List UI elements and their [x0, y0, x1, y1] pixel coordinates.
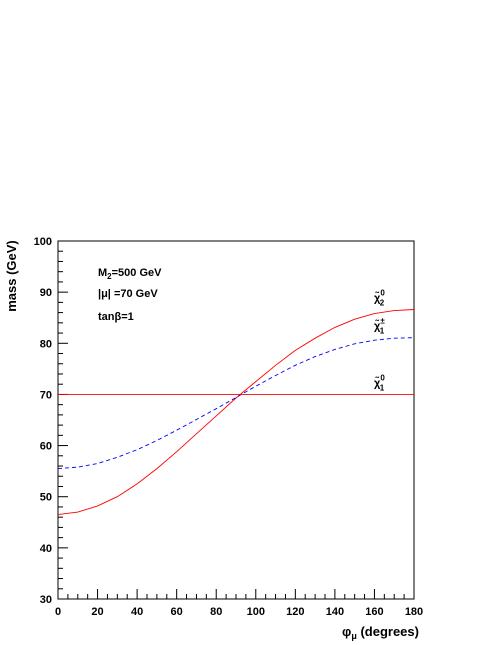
annotation-tanb: tanβ=1: [98, 311, 134, 323]
x-tick-label: 60: [171, 606, 183, 618]
y-tick-label: 100: [34, 236, 52, 248]
x-tick-label: 0: [55, 606, 61, 618]
neutralino-2-curve: [57, 309, 415, 516]
x-tick-label: 100: [247, 606, 265, 618]
y-tick-label: 90: [40, 287, 52, 299]
annotation-mu: |μ| =70 GeV: [98, 288, 158, 300]
annotation-m2-sub: 2: [107, 272, 112, 281]
annotation-m2: M2=500 GeV: [98, 267, 162, 281]
x-tick-label: 40: [131, 606, 143, 618]
series-label-sup: 0: [380, 289, 385, 298]
x-tick-label: 160: [365, 606, 383, 618]
x-tick-label: 20: [91, 606, 103, 618]
series-label-sub: 2: [380, 299, 385, 308]
y-tick-label: 50: [40, 492, 52, 504]
curves: [57, 309, 415, 516]
series-label-sub: 1: [380, 327, 385, 336]
y-axis-label: mass (GeV): [4, 240, 19, 312]
x-axis-label: φμ (degrees): [342, 624, 419, 641]
y-tick-label: 30: [40, 594, 52, 606]
x-tick-label: 140: [326, 606, 344, 618]
tick-labels: 0 20 40 60 80 100 120 140 160 1803040506070809010…: [34, 236, 424, 618]
ticks: [57, 240, 415, 600]
series-label-main: χ̃: [374, 376, 381, 389]
y-tick-label: 70: [40, 389, 52, 401]
annotation-m2-main: M: [98, 267, 107, 279]
y-tick-label: 60: [40, 441, 52, 453]
x-axis-label-sub: μ: [351, 631, 357, 641]
series-label-sup: ±: [380, 317, 385, 326]
series-label-main: χ̃: [374, 320, 381, 333]
x-axis-label-main: φ: [342, 624, 351, 639]
neutralino-2-label: χ̃0 2: [374, 289, 385, 308]
chargino-1-label: χ̃± 1: [374, 317, 385, 336]
series-label-sup: 0: [380, 373, 385, 382]
neutralino-1-label: χ̃0 1: [374, 373, 385, 392]
curve-labels: χ̃0 2χ̃± 1χ̃0 1: [374, 289, 385, 393]
series-label-sub: 1: [380, 383, 385, 392]
x-tick-label: 80: [210, 606, 222, 618]
x-tick-label: 180: [405, 606, 423, 618]
x-axis-label-tail: (degrees): [357, 624, 419, 639]
series-label-main: χ̃: [374, 292, 381, 305]
y-tick-label: 80: [40, 338, 52, 350]
chargino-1-curve: [57, 337, 415, 470]
y-tick-label: 40: [40, 543, 52, 555]
annotation-m2-tail: =500 GeV: [112, 267, 163, 279]
x-tick-label: 120: [286, 606, 304, 618]
